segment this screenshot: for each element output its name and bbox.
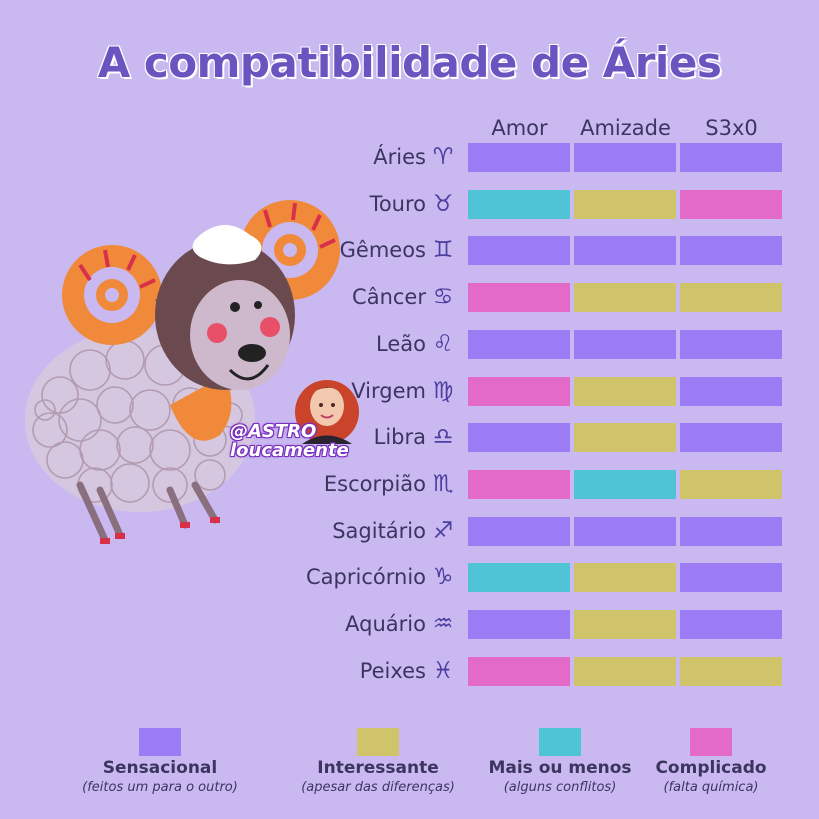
rating-cell xyxy=(680,610,782,639)
sign-name: Leão xyxy=(376,332,426,356)
rating-cell xyxy=(468,423,570,452)
sign-name: Peixes xyxy=(359,659,426,683)
legend-label: Mais ou menos xyxy=(488,758,632,778)
sign-name: Aquário xyxy=(345,612,426,636)
creator-watermark: @ASTRO loucamente xyxy=(230,372,370,467)
row-label: Leão ♌ xyxy=(250,329,456,359)
legend-swatch xyxy=(539,728,581,756)
rating-cell xyxy=(574,377,676,406)
sign-name: Capricórnio xyxy=(306,565,426,589)
rating-cell xyxy=(680,657,782,686)
rating-cell xyxy=(680,283,782,312)
rating-cell xyxy=(574,236,676,265)
zodiac-glyph-icon: ♊ xyxy=(432,237,454,263)
ram-illustration xyxy=(25,200,340,544)
rating-cell xyxy=(574,143,676,172)
column-header-s3x0: S3x0 xyxy=(705,116,758,140)
row-label: Câncer ♋ xyxy=(250,282,456,312)
legend-label: Interessante xyxy=(317,758,439,778)
row-label: Gêmeos ♊ xyxy=(250,235,456,265)
rating-cell xyxy=(680,423,782,452)
rating-cell xyxy=(468,470,570,499)
creator-handle: @ASTRO loucamente xyxy=(230,422,370,460)
sign-name: Áries xyxy=(373,145,426,169)
rating-cell xyxy=(574,610,676,639)
sign-name: Sagitário xyxy=(332,519,426,543)
rating-cell xyxy=(468,330,570,359)
zodiac-glyph-icon: ♓ xyxy=(432,658,454,684)
ram-head xyxy=(155,225,295,441)
sign-name: Touro xyxy=(369,192,426,216)
rating-cell xyxy=(680,517,782,546)
row-label: Touro ♉ xyxy=(250,189,456,219)
row-label: Áries ♈ xyxy=(250,142,456,172)
rating-cell xyxy=(468,657,570,686)
ram-legs xyxy=(76,481,219,544)
zodiac-glyph-icon: ♈ xyxy=(432,144,454,170)
sign-name: Virgem xyxy=(351,379,426,403)
row-label: Libra ♎ xyxy=(250,422,456,452)
rating-cell xyxy=(574,657,676,686)
rating-cell xyxy=(574,470,676,499)
column-header-amizade: Amizade xyxy=(580,116,671,140)
rating-cell xyxy=(680,470,782,499)
rating-cell xyxy=(574,423,676,452)
row-label: Escorpião ♏ xyxy=(250,469,456,499)
legend-sublabel: (alguns conflitos) xyxy=(503,780,617,795)
zodiac-glyph-icon: ♋ xyxy=(432,284,454,310)
rating-cell xyxy=(574,517,676,546)
legend-swatch xyxy=(139,728,181,756)
page-title: A compatibilidade de Áries xyxy=(97,38,722,87)
rating-cell xyxy=(468,236,570,265)
sign-name: Escorpião xyxy=(323,472,426,496)
legend-sublabel: (apesar das diferenças) xyxy=(301,780,455,795)
zodiac-glyph-icon: ♎ xyxy=(432,424,454,450)
zodiac-glyph-icon: ♒ xyxy=(432,611,454,637)
zodiac-glyph-icon: ♌ xyxy=(432,331,454,357)
rating-cell xyxy=(680,377,782,406)
rating-cell xyxy=(680,190,782,219)
legend-label: Sensacional xyxy=(102,758,218,778)
zodiac-glyph-icon: ♑ xyxy=(432,564,454,590)
legend-swatch xyxy=(357,728,399,756)
rating-cell xyxy=(468,190,570,219)
rating-cell xyxy=(468,610,570,639)
legend-sublabel: (feitos um para o outro) xyxy=(82,780,238,795)
row-label: Aquário ♒ xyxy=(250,609,456,639)
zodiac-glyph-icon: ♐ xyxy=(432,518,454,544)
row-label: Sagitário ♐ xyxy=(250,516,456,546)
rating-cell xyxy=(468,563,570,592)
handle-line1: @ASTRO xyxy=(230,421,317,442)
rating-cell xyxy=(680,563,782,592)
legend-label: Complicado xyxy=(655,758,767,778)
sign-name: Libra xyxy=(373,425,426,449)
rating-cell xyxy=(468,377,570,406)
rating-cell xyxy=(574,563,676,592)
zodiac-glyph-icon: ♍ xyxy=(432,378,454,404)
row-label: Peixes ♓ xyxy=(250,656,456,686)
rating-cell xyxy=(574,283,676,312)
sign-name: Gêmeos xyxy=(339,238,426,262)
zodiac-glyph-icon: ♉ xyxy=(432,191,454,217)
rating-cell xyxy=(680,236,782,265)
legend-swatch xyxy=(690,728,732,756)
sign-name: Câncer xyxy=(352,285,426,309)
rating-cell xyxy=(468,283,570,312)
rating-cell xyxy=(468,517,570,546)
ram-horns xyxy=(62,200,340,345)
rating-cell xyxy=(468,143,570,172)
rating-cell xyxy=(574,330,676,359)
column-header-amor: Amor xyxy=(491,116,548,140)
rating-cell xyxy=(680,330,782,359)
rating-cell xyxy=(574,190,676,219)
rating-cell xyxy=(680,143,782,172)
legend-sublabel: (falta química) xyxy=(663,780,759,795)
zodiac-glyph-icon: ♏ xyxy=(432,471,454,497)
woman-avatar xyxy=(295,380,359,444)
row-label: Virgem ♍ xyxy=(250,376,456,406)
row-label: Capricórnio ♑ xyxy=(250,562,456,592)
handle-line2: loucamente xyxy=(230,440,349,461)
